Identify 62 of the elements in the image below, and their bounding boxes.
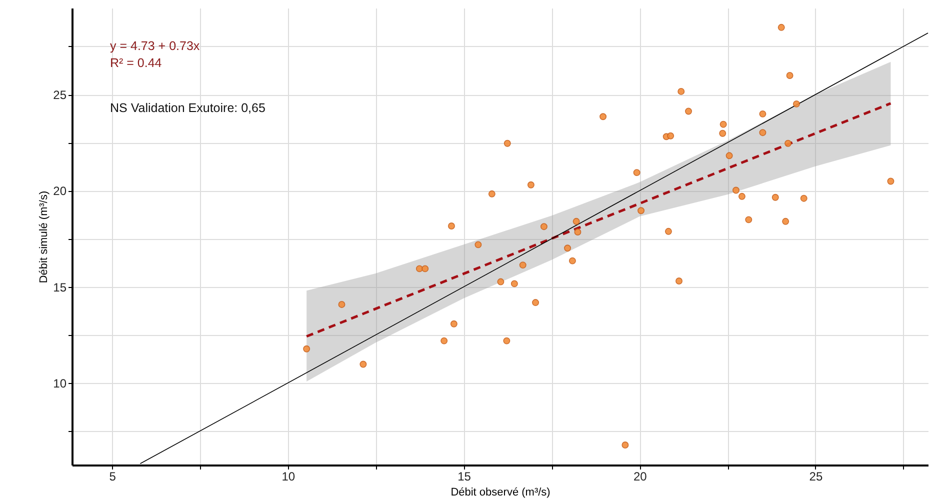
point xyxy=(685,108,692,115)
point xyxy=(622,442,629,448)
y-axis-title: Débit simulé (m³/s) xyxy=(38,190,50,284)
point xyxy=(572,218,580,225)
y-tick-label: 20 xyxy=(53,184,67,198)
point xyxy=(720,120,727,128)
point xyxy=(574,228,582,236)
point xyxy=(772,194,779,201)
point xyxy=(759,110,766,118)
point xyxy=(448,222,455,230)
point xyxy=(786,72,794,79)
point xyxy=(532,299,539,306)
point xyxy=(440,337,448,344)
x-axis-title: Débit observé (m³/s) xyxy=(450,486,550,498)
point xyxy=(759,129,766,136)
point xyxy=(527,181,534,188)
point xyxy=(360,360,367,368)
point xyxy=(564,244,572,252)
point xyxy=(782,218,790,225)
point xyxy=(726,152,733,160)
point xyxy=(450,320,458,328)
point xyxy=(778,24,785,31)
x-tick-label: 5 xyxy=(109,470,116,484)
point xyxy=(503,337,510,344)
point xyxy=(745,216,752,224)
point xyxy=(422,265,429,272)
point xyxy=(474,241,482,248)
point xyxy=(510,280,518,288)
x-tick-label: 20 xyxy=(633,470,648,484)
point xyxy=(338,300,346,308)
point xyxy=(676,278,682,284)
point xyxy=(504,140,511,147)
point xyxy=(800,194,808,202)
annotation: R² = 0.44 xyxy=(110,56,162,70)
point xyxy=(792,100,800,108)
x-tick-label: 15 xyxy=(458,470,472,484)
point xyxy=(784,140,792,147)
point xyxy=(416,265,423,272)
point xyxy=(540,223,548,230)
y-tick-label: 25 xyxy=(53,88,67,102)
point xyxy=(488,190,496,198)
point xyxy=(664,228,672,235)
point xyxy=(887,178,894,185)
x-tick-label: 25 xyxy=(809,470,823,484)
annotation: y = 4.73 + 0.73x xyxy=(110,39,200,53)
point xyxy=(667,132,674,140)
point xyxy=(303,345,310,352)
point xyxy=(568,257,576,264)
y-tick-label: 15 xyxy=(53,280,67,294)
point xyxy=(497,278,504,286)
point xyxy=(519,262,526,269)
point xyxy=(638,207,645,214)
point xyxy=(732,186,740,194)
point xyxy=(719,130,726,137)
point xyxy=(633,169,640,176)
point xyxy=(738,192,746,200)
x-tick-label: 10 xyxy=(282,470,296,484)
point xyxy=(600,113,607,120)
line-series xyxy=(305,102,892,338)
point xyxy=(678,88,685,95)
annotation: NS Validation Exutoire: 0,65 xyxy=(110,101,266,115)
y-tick-label: 10 xyxy=(53,376,67,390)
